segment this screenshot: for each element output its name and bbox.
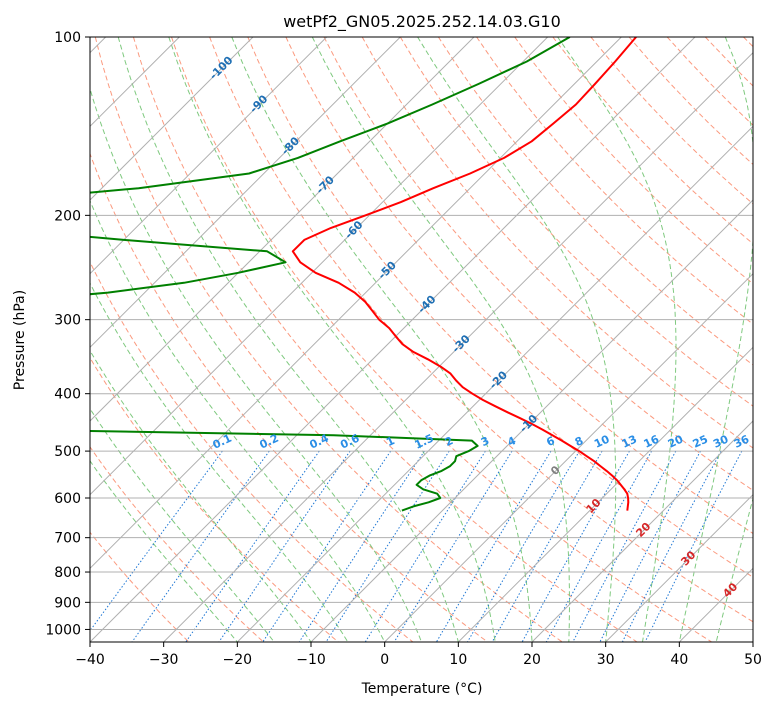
moist-adiabat: [90, 87, 422, 642]
profile-line: [291, 37, 637, 511]
isotherm: [90, 37, 549, 496]
moist-adiabat: [417, 37, 617, 642]
isotherm: [457, 346, 753, 642]
moist-adiabat: [90, 460, 238, 642]
moist-adiabat: [311, 37, 570, 642]
y-tick-label: 600: [54, 491, 81, 507]
y-tick-label: 700: [54, 531, 81, 547]
mixing-ratio-line: [364, 450, 486, 642]
mixing-ratio-line: [599, 450, 701, 642]
x-tick-label: 0: [380, 652, 389, 668]
isotherm: [163, 51, 753, 642]
x-tick-label: −40: [75, 652, 105, 668]
mixing-ratio-line: [298, 450, 425, 642]
mixing-ratio-line: [185, 450, 320, 642]
dry-adiabat: [90, 446, 264, 642]
isotherm: [90, 37, 622, 570]
dry-adiabat: [90, 260, 414, 642]
isotherm: [90, 37, 401, 349]
moist-adiabat: [168, 37, 496, 642]
moist-adiabat: [90, 349, 312, 642]
y-tick-label: 300: [54, 313, 81, 329]
dry-adiabat: [94, 37, 563, 642]
mixing-ratio-label: 10: [592, 432, 612, 450]
dry-adiabat: [285, 37, 753, 535]
isotherm: [310, 199, 753, 642]
isotherm: [384, 272, 753, 642]
x-tick-label: 30: [597, 652, 615, 668]
isotherm: [90, 37, 696, 642]
mixing-ratio-line: [621, 450, 722, 642]
moist-adiabat: [678, 37, 753, 642]
y-tick-label: 400: [54, 387, 81, 403]
axis-ticks: −40 −30 −20 −10 0 10 20 30 40 50 100 200 300 400 500 60…: [45, 30, 762, 668]
mixing-ratio-line: [90, 450, 223, 632]
moist-adiabat: [231, 37, 533, 642]
x-axis-title: Temperature (°C): [361, 681, 483, 697]
moist-adiabat: [90, 407, 275, 642]
dry-adiabat: [476, 37, 753, 325]
moist-adiabat: [90, 282, 349, 642]
isotherm: [236, 125, 753, 642]
dry-adiabat: [514, 37, 753, 285]
x-tick-label: −20: [223, 652, 253, 668]
isotherm: [531, 420, 753, 642]
y-tick-label: 800: [54, 565, 81, 581]
mixing-ratio-line: [521, 450, 630, 642]
dry-adiabat: [437, 37, 753, 366]
profile-line: [90, 37, 571, 512]
y-tick-label: 200: [54, 208, 81, 224]
y-tick-label: 1000: [45, 622, 81, 638]
moist-adiabat: [90, 199, 386, 642]
mixing-ratio-label: 25: [691, 433, 710, 451]
x-tick-label: −30: [149, 652, 179, 668]
chart-title: wetPf2_GN05.2025.252.14.03.G10: [283, 12, 561, 32]
x-tick-label: 20: [523, 652, 541, 668]
isotherm: [605, 493, 753, 642]
y-axis-title: Pressure (hPa): [12, 290, 28, 390]
y-tick-label: 500: [54, 444, 81, 460]
mixing-ratio-label: 16: [642, 432, 662, 450]
mixing-ratio-label: 13: [620, 433, 639, 451]
y-tick-label: 900: [54, 595, 81, 611]
isotherm: [90, 37, 328, 275]
dry-adiabat: [132, 37, 638, 642]
mixing-ratio-line: [572, 450, 677, 642]
mixing-ratio-label: 36: [732, 432, 752, 450]
x-tick-label: 10: [449, 652, 467, 668]
dry-adiabat: [90, 531, 190, 642]
y-tick-label: 100: [54, 30, 81, 46]
dry-adiabat: [90, 152, 488, 642]
dry-adiabat: [323, 37, 753, 491]
mixing-ratio-line: [218, 450, 351, 642]
dry-adiabat: [209, 37, 753, 623]
moist-adiabat: [715, 496, 753, 642]
mixing-ratio-line: [467, 450, 580, 642]
plot-frame: [89, 36, 754, 643]
isotherm: [90, 37, 254, 201]
isotherm: [90, 37, 475, 422]
x-tick-label: 50: [744, 652, 762, 668]
dry-adiabat: [399, 37, 753, 407]
background-lines: [90, 37, 753, 642]
x-tick-label: −10: [296, 652, 326, 668]
mixing-ratio-label: 30: [711, 432, 731, 450]
x-tick-label: 40: [670, 652, 688, 668]
mixing-ratio-label: 20: [666, 432, 686, 450]
dry-adiabat: [171, 37, 712, 642]
profile-lines: [90, 37, 637, 512]
